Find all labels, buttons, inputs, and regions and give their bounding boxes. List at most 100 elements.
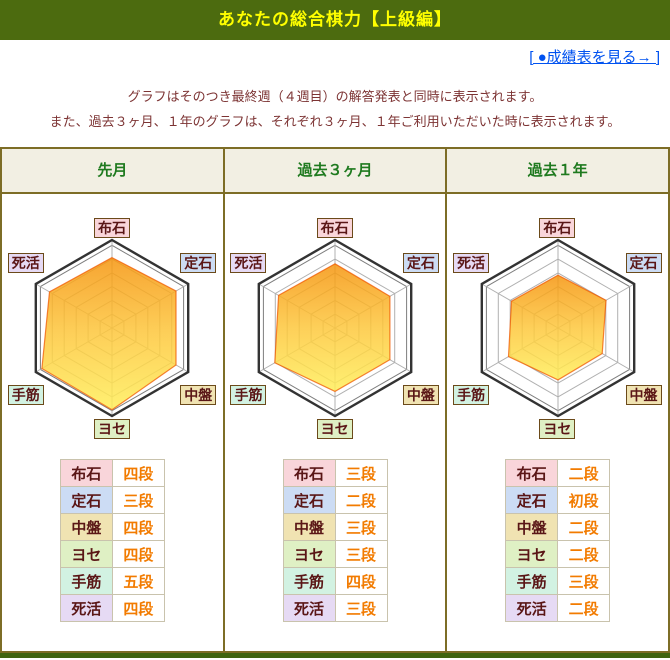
axis-label-yose: ヨセ — [539, 419, 576, 439]
period-column: 過去３ヶ月 布石 定石 中盤 ヨセ 手筋 死活 布石 三段 定石 二段 中盤 三段 ヨセ 三段 手筋 四段死… — [222, 149, 446, 651]
radar-chart-0: 布石定石中盤ヨセ 手筋 死活 — [2, 194, 223, 446]
axis-label-chuban: 中盤 — [625, 385, 662, 405]
rank-row-fuseki: 布石 三段 — [282, 459, 388, 487]
rank-value-joseki: 初段 — [557, 486, 611, 514]
axis-label-shikatsu: 死活 — [7, 253, 44, 273]
rank-table: 布石 四段 定石 三段 中盤 四段 ヨセ 四段 手筋 五段 死活 四段 — [59, 459, 165, 622]
rank-value-tesuji: 四段 — [334, 567, 388, 595]
rank-label-tesuji: 手筋 — [505, 567, 559, 595]
rank-row-tesuji: 手筋 五段 — [59, 567, 165, 595]
link-row: [ ●成績表を見る→ ] — [0, 40, 670, 72]
rank-row-tesuji: 手筋 四段 — [282, 567, 388, 595]
rank-row-shikatsu: 死活 三段 — [282, 594, 388, 622]
page-title: あなたの総合棋力【上級編】 — [0, 0, 670, 40]
rank-row-tesuji: 手筋 三段 — [505, 567, 611, 595]
axis-label-joseki: 定石 — [180, 253, 217, 273]
radar-svg-1 — [257, 238, 413, 418]
radar-svg-2 — [480, 238, 636, 418]
rank-row-fuseki: 布石 四段 — [59, 459, 165, 487]
period-column: 先月 布石 定石 中盤 ヨセ 手筋 死活 布石 四段 定石 三段 中盤 四段 ヨセ 四段 手筋 五段 死活 四段 — [2, 149, 223, 651]
rank-label-joseki: 定石 — [505, 486, 559, 514]
axis-label-chuban: 中盤 — [402, 385, 439, 405]
rank-row-yose: ヨセ 三段 — [282, 540, 388, 568]
rank-row-shikatsu: 死活 四段 — [59, 594, 165, 622]
rank-value-joseki: 三段 — [111, 486, 165, 514]
rank-value-fuseki: 二段 — [557, 459, 611, 487]
axis-label-fuseki: 布石 — [316, 218, 353, 238]
rank-value-chuban: 四段 — [111, 513, 165, 541]
rank-value-chuban: 二段 — [557, 513, 611, 541]
rank-label-chuban: 中盤 — [59, 513, 113, 541]
rank-label-fuseki: 布石 — [505, 459, 559, 487]
radar-data-polygon-2 — [507, 274, 607, 381]
rank-row-yose: ヨセ 四段 — [59, 540, 165, 568]
radar-chart-2: 布石定石中盤ヨセ 手筋 死活 — [447, 194, 668, 446]
intro-line-2: また、過去３ヶ月、１年のグラフは、それぞれ３ヶ月、１年ご利用いただいた時に表示さ… — [49, 114, 621, 129]
rank-row-shikatsu: 死活 二段 — [505, 594, 611, 622]
radar-chart-1: 布石定石中盤ヨセ 手筋 死活 — [225, 194, 446, 446]
axis-label-tesuji: 手筋 — [230, 385, 267, 405]
rank-label-tesuji: 手筋 — [282, 567, 336, 595]
rank-label-shikatsu: 死活 — [505, 594, 559, 622]
axis-label-tesuji: 手筋 — [7, 385, 44, 405]
rank-value-tesuji: 三段 — [557, 567, 611, 595]
rank-row-chuban: 中盤 四段 — [59, 513, 165, 541]
rank-label-chuban: 中盤 — [282, 513, 336, 541]
rank-table: 布石 二段 定石 初段 中盤 二段 ヨセ 二段 手筋 三段 死活 二段 — [505, 459, 611, 622]
rank-label-yose: ヨセ — [505, 540, 559, 568]
rank-value-chuban: 三段 — [334, 513, 388, 541]
axis-label-fuseki: 布石 — [539, 218, 576, 238]
rank-label-shikatsu: 死活 — [282, 594, 336, 622]
rank-label-shikatsu: 死活 — [59, 594, 113, 622]
rank-row-joseki: 定石 三段 — [59, 486, 165, 514]
rank-value-tesuji: 五段 — [111, 567, 165, 595]
rank-table: 布石 三段 定石 二段 中盤 三段 ヨセ 三段 手筋 四段 死活 三段 — [282, 459, 388, 622]
period-header-0: 先月 — [2, 149, 223, 194]
rank-value-joseki: 二段 — [334, 486, 388, 514]
rank-row-yose: ヨセ 二段 — [505, 540, 611, 568]
rank-value-yose: 二段 — [557, 540, 611, 568]
bottom-divider — [0, 653, 670, 658]
axis-label-yose: ヨセ — [94, 419, 130, 439]
intro-text: グラフはそのつき最終週（４週目）の解答発表と同時に表示されます。 また、過去３ヶ… — [0, 84, 670, 134]
rank-value-yose: 三段 — [334, 540, 388, 568]
rank-row-chuban: 中盤 三段 — [282, 513, 388, 541]
rank-row-chuban: 中盤 二段 — [505, 513, 611, 541]
period-body: 布石 定石 中盤 ヨセ 手筋 死活 布石 二段 定石 初段 中盤 二段 ヨセ 二段 手筋 三段 死活 二段 — [447, 194, 668, 651]
skill-board: 先月 布石 定石 中盤 ヨセ 手筋 死活 布石 四段 定石 三段 中盤 四段 ヨセ 四段 手筋 五段 死活 四段… — [0, 147, 670, 653]
period-body: 布石 定石 中盤 ヨセ 手筋 死活 布石 四段 定石 三段 中盤 四段 ヨセ 四段 手筋 五段 死活 四段 — [2, 194, 223, 651]
rank-label-fuseki: 布石 — [282, 459, 336, 487]
axis-label-tesuji: 手筋 — [453, 385, 490, 405]
rank-label-fuseki: 布石 — [59, 459, 113, 487]
rank-label-joseki: 定石 — [282, 486, 336, 514]
rank-row-joseki: 定石 二段 — [282, 486, 388, 514]
rank-value-yose: 四段 — [111, 540, 165, 568]
period-header-1: 過去３ヶ月 — [224, 149, 446, 194]
rank-value-shikatsu: 二段 — [557, 594, 611, 622]
rank-row-fuseki: 布石 二段 — [505, 459, 611, 487]
axis-label-shikatsu: 死活 — [453, 253, 490, 273]
axis-label-joseki: 定石 — [402, 253, 439, 273]
axis-label-joseki: 定石 — [625, 253, 662, 273]
period-column: 過去１年 布石 定石 中盤 ヨセ 手筋 死活 布石 二段 定石 初段 中盤 二段 ヨセ 二段 手筋 三段 死活… — [445, 149, 669, 651]
axis-label-shikatsu: 死活 — [230, 253, 267, 273]
rank-row-joseki: 定石 初段 — [505, 486, 611, 514]
axis-label-chuban: 中盤 — [180, 385, 217, 405]
axis-label-fuseki: 布石 — [94, 218, 130, 238]
view-results-link[interactable]: [ ●成績表を見る→ ] — [529, 49, 660, 66]
rank-label-yose: ヨセ — [282, 540, 336, 568]
rank-label-joseki: 定石 — [59, 486, 113, 514]
rank-label-yose: ヨセ — [59, 540, 113, 568]
axis-label-yose: ヨセ — [316, 419, 353, 439]
rank-label-chuban: 中盤 — [505, 513, 559, 541]
rank-value-fuseki: 三段 — [334, 459, 388, 487]
radar-data-polygon-1 — [274, 263, 391, 393]
rank-value-fuseki: 四段 — [111, 459, 165, 487]
period-header-2: 過去１年 — [447, 149, 669, 194]
radar-data-polygon-0 — [41, 256, 177, 411]
intro-line-1: グラフはそのつき最終週（４週目）の解答発表と同時に表示されます。 — [127, 89, 543, 104]
rank-label-tesuji: 手筋 — [59, 567, 113, 595]
rank-value-shikatsu: 四段 — [111, 594, 165, 622]
radar-svg-0 — [34, 238, 190, 418]
